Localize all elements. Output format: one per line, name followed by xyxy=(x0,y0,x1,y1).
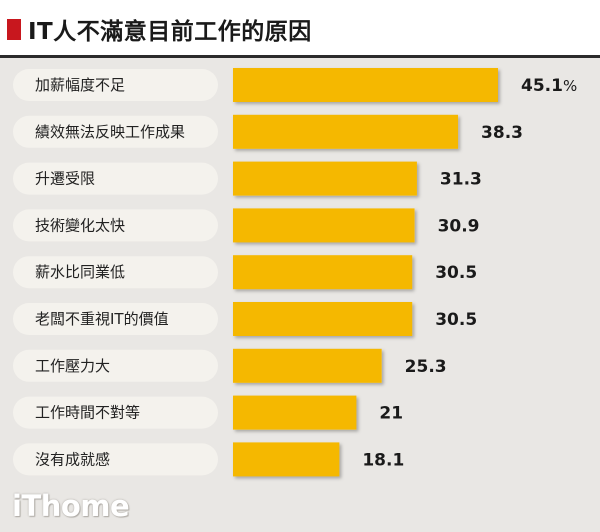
category-label: 加薪幅度不足 xyxy=(35,76,125,94)
bar xyxy=(233,114,459,149)
value-label: 38.3 xyxy=(481,123,523,143)
value-label: 21 xyxy=(379,404,403,424)
value-number: 31.3 xyxy=(440,170,482,190)
value-label: 25.3 xyxy=(405,357,447,377)
bar xyxy=(233,442,340,477)
category-label: 績效無法反映工作成果 xyxy=(35,123,185,141)
value-number: 38.3 xyxy=(481,123,523,143)
brand-logo: iThome xyxy=(12,489,130,523)
value-number: 25.3 xyxy=(405,357,447,377)
category-label: 工作壓力大 xyxy=(35,357,110,375)
bar-chart: 加薪幅度不足 45.1% 績效無法反映工作成果 38.3 升遷受限 31.3 技術變化太快 3… xyxy=(13,68,577,477)
value-number: 45.1 xyxy=(521,76,563,96)
category-pill xyxy=(13,396,218,429)
value-label: 30.5 xyxy=(435,310,477,330)
value-number: 30.5 xyxy=(435,263,477,283)
category-label: 工作時間不對等 xyxy=(35,404,140,422)
value-number: 30.9 xyxy=(438,216,480,236)
title-bar: IT人不滿意目前工作的原因 xyxy=(0,0,600,58)
title-accent-mark xyxy=(7,18,21,40)
category-pill xyxy=(13,162,218,195)
value-number: 30.5 xyxy=(435,310,477,330)
category-label: 沒有成就感 xyxy=(35,450,110,468)
value-label: 45.1% xyxy=(521,76,577,96)
category-pill xyxy=(13,349,218,382)
bar xyxy=(233,395,357,430)
value-label: 30.9 xyxy=(438,216,480,236)
category-pill xyxy=(13,209,218,242)
bar xyxy=(233,302,413,336)
bar xyxy=(233,255,413,290)
category-label: 薪水比同業低 xyxy=(35,263,125,281)
bar xyxy=(233,348,382,383)
category-pill xyxy=(13,256,218,289)
category-pill xyxy=(13,443,218,476)
title-divider xyxy=(0,55,600,58)
bar xyxy=(233,68,498,102)
category-pill xyxy=(13,69,218,101)
category-label: 老闆不重視IT的價值 xyxy=(35,310,169,328)
chart-title: IT人不滿意目前工作的原因 xyxy=(28,19,312,45)
value-label: 18.1 xyxy=(362,450,404,470)
value-label: 30.5 xyxy=(435,263,477,283)
bar xyxy=(233,161,417,196)
category-label: 升遷受限 xyxy=(35,170,95,188)
bar xyxy=(233,208,415,243)
value-number: 18.1 xyxy=(362,450,404,470)
category-pill xyxy=(13,115,218,148)
category-pill xyxy=(13,303,218,335)
category-label: 技術變化太快 xyxy=(35,216,125,234)
value-label: 31.3 xyxy=(440,170,482,190)
value-number: 21 xyxy=(379,404,403,424)
value-unit: % xyxy=(563,77,577,95)
